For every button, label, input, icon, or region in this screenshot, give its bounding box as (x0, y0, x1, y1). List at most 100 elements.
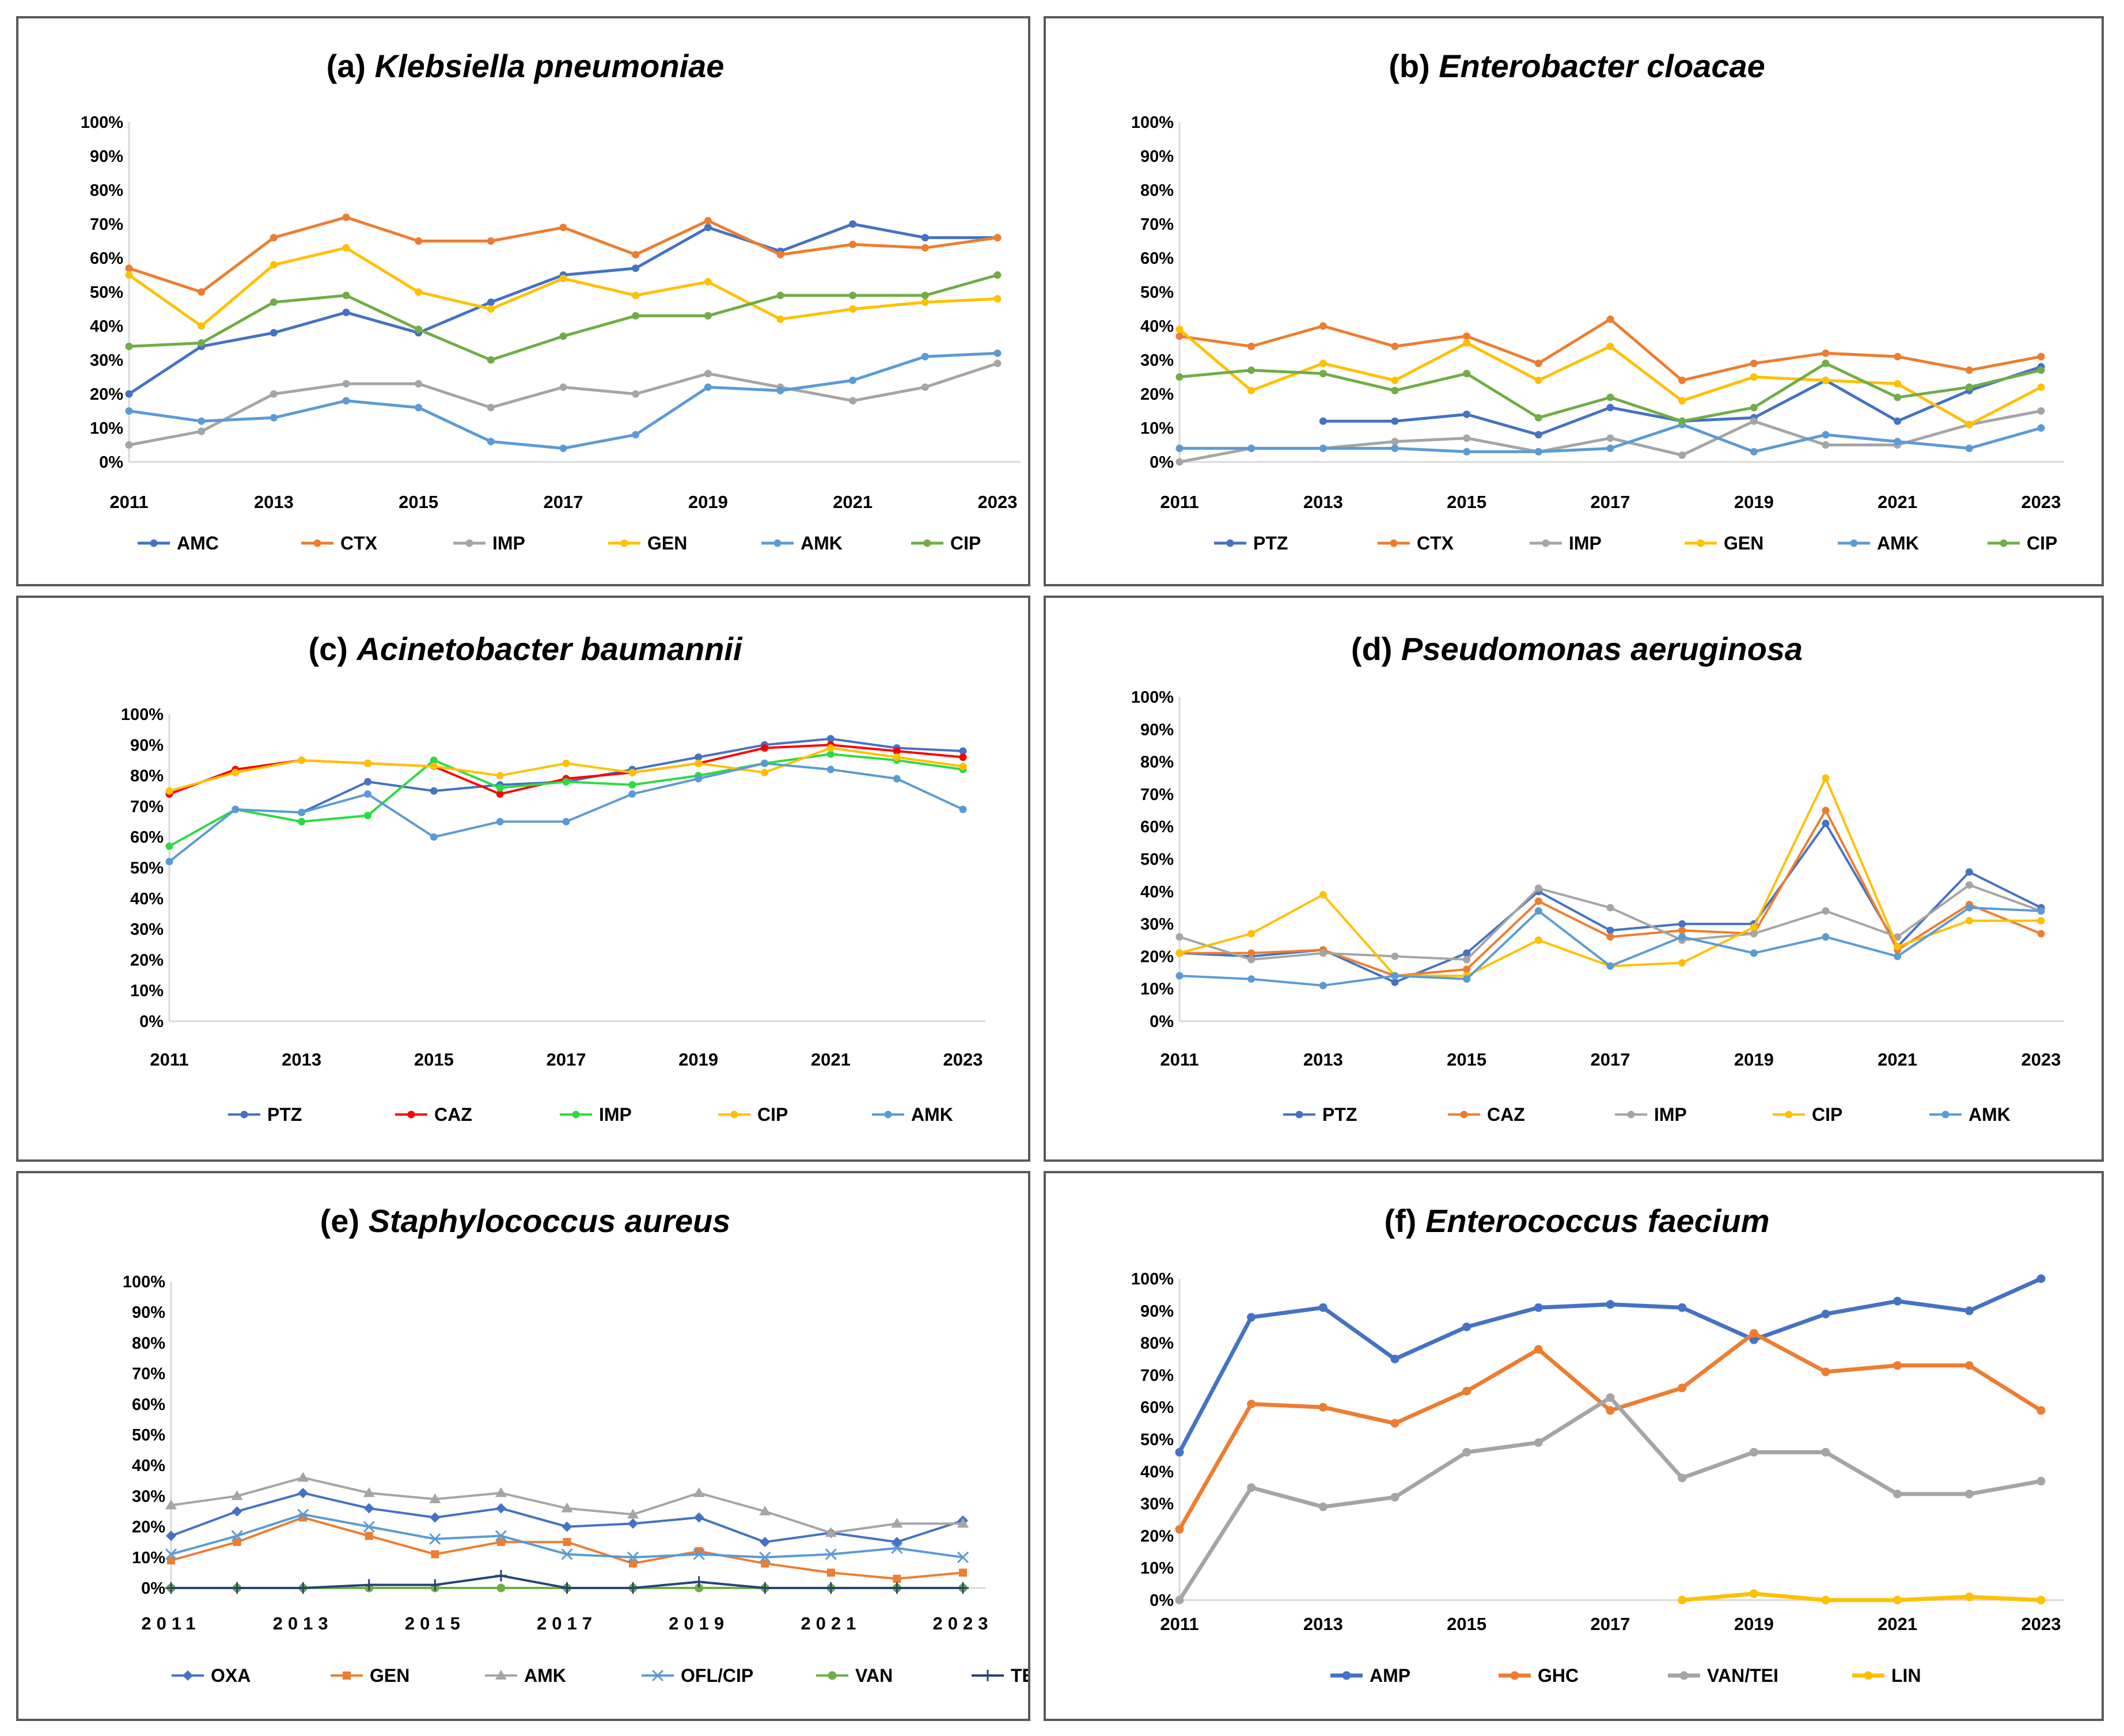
data-point (704, 312, 712, 320)
legend-label: AMK (524, 1665, 566, 1686)
legend-item: PTZ (228, 1104, 302, 1125)
data-point (1534, 414, 1542, 422)
data-point (2037, 916, 2045, 924)
data-point (1175, 325, 1184, 333)
chart-c-title: (c) Acinetobacter baumannii (308, 631, 742, 667)
chart-d-svg: (d) Pseudomonas aeruginosa 0% 10% 20% 30% 40… (1131, 631, 2064, 1125)
data-point (1247, 956, 1256, 964)
data-point (298, 1488, 309, 1499)
data-point (825, 1582, 837, 1594)
data-point (891, 1542, 903, 1554)
x-tick-label: 2023 (978, 492, 1018, 512)
legend-swatch-marker (1679, 1671, 1689, 1680)
x-tick-label: 2017 (547, 1049, 586, 1070)
y-tick-label: 50% (1140, 1431, 1174, 1449)
series-lin (1678, 1589, 2046, 1605)
data-point (957, 1582, 969, 1594)
data-point (893, 775, 901, 783)
data-point (1319, 359, 1327, 367)
data-point (415, 380, 423, 388)
data-point (1319, 417, 1327, 425)
series-cip (125, 271, 1002, 364)
legend-label: TEI (1011, 1665, 1028, 1686)
legend-item: GEN (608, 533, 687, 554)
data-point (2037, 366, 2045, 374)
series-van-tei (1175, 1393, 2046, 1605)
legend-label: IMP (1654, 1104, 1687, 1125)
data-point (1893, 1297, 1902, 1306)
data-point (1750, 930, 1758, 938)
data-point (1534, 907, 1542, 915)
chart-a-title: (a) Klebsiella pneumoniae (327, 48, 725, 84)
y-tick-label: 40% (1140, 317, 1174, 336)
legend-item: IMP (1615, 1104, 1687, 1125)
legend-item: GEN (331, 1665, 409, 1686)
legend-item: PTZ (1283, 1104, 1357, 1125)
data-point (2037, 930, 2045, 938)
data-point (893, 1575, 901, 1583)
data-point (921, 234, 929, 242)
data-point (1463, 434, 1471, 442)
x-tick-label: 2015 (1447, 1614, 1486, 1634)
data-point (1606, 1406, 1615, 1415)
data-point (125, 441, 133, 449)
data-point (695, 775, 703, 783)
data-point (1822, 349, 1830, 357)
data-point (1175, 1595, 1184, 1605)
data-point (627, 1551, 639, 1563)
y-tick-label: 90% (90, 147, 123, 166)
legend-item: IMP (453, 533, 525, 554)
series-gen (167, 1513, 967, 1583)
data-point (1678, 451, 1686, 459)
data-point (1463, 332, 1471, 340)
x-tick-label: 2011 (1160, 1614, 1198, 1634)
y-tick-label: 100% (1131, 688, 1174, 707)
x-tick-label: 2015 (1447, 492, 1486, 512)
legend-label: GEN (370, 1665, 409, 1686)
data-point (1391, 376, 1399, 384)
data-point (1463, 370, 1471, 378)
legend-swatch-marker (1460, 1110, 1468, 1119)
data-point (1822, 933, 1830, 941)
data-point (1821, 1447, 1830, 1457)
x-tick-label: 2021 (1878, 1614, 1917, 1634)
data-point (1534, 448, 1542, 456)
data-point (2037, 424, 2045, 432)
data-point (1318, 1403, 1328, 1412)
data-point (1319, 949, 1327, 957)
legend-label: CIP (950, 533, 981, 554)
chart-e-svg: (e) Staphylococcus aureus 0% 10% 20% 30% 40%… (123, 1203, 1028, 1686)
data-point (628, 781, 636, 789)
series-gen (1175, 325, 2045, 429)
data-point (562, 778, 570, 786)
x-tick-label: 2021 (1878, 492, 1917, 512)
data-point (760, 1537, 771, 1548)
y-tick-label: 70% (1140, 215, 1174, 234)
data-point (1534, 936, 1542, 944)
data-point (1247, 342, 1256, 350)
x-tick-label: 2015 (414, 1049, 454, 1070)
legend-swatch-marker (730, 1110, 738, 1119)
legend-item: CIP (718, 1104, 788, 1125)
x-tick-label: 2011 (150, 1049, 188, 1070)
series-amp (1175, 1274, 2046, 1457)
legend-swatch-marker (572, 1110, 580, 1119)
legend-item: AMC (138, 533, 219, 554)
data-point (165, 1582, 177, 1594)
data-point (167, 1556, 175, 1565)
legend-swatch-marker (313, 539, 321, 547)
chart-panel-e: (e) Staphylococcus aureus 0% 10% 20% 30% 40%… (16, 1171, 1030, 1721)
data-point (1534, 376, 1542, 384)
legend-swatch-marker (495, 1670, 507, 1680)
chart-panel-f: (f) Enterococcus faecium 0% 10% 20% 30% 40% 5… (1044, 1171, 2104, 1721)
legend-swatch-marker (1342, 1671, 1351, 1680)
data-point (1822, 774, 1830, 782)
data-point (1965, 366, 1973, 374)
y-tick-label: 90% (1140, 147, 1174, 166)
data-point (1175, 949, 1184, 957)
legend-label: CAZ (434, 1104, 472, 1125)
data-point (1462, 1322, 1471, 1332)
legend-label: VAN/TEI (1707, 1665, 1778, 1686)
data-point (1175, 373, 1184, 381)
data-point (1175, 972, 1184, 980)
